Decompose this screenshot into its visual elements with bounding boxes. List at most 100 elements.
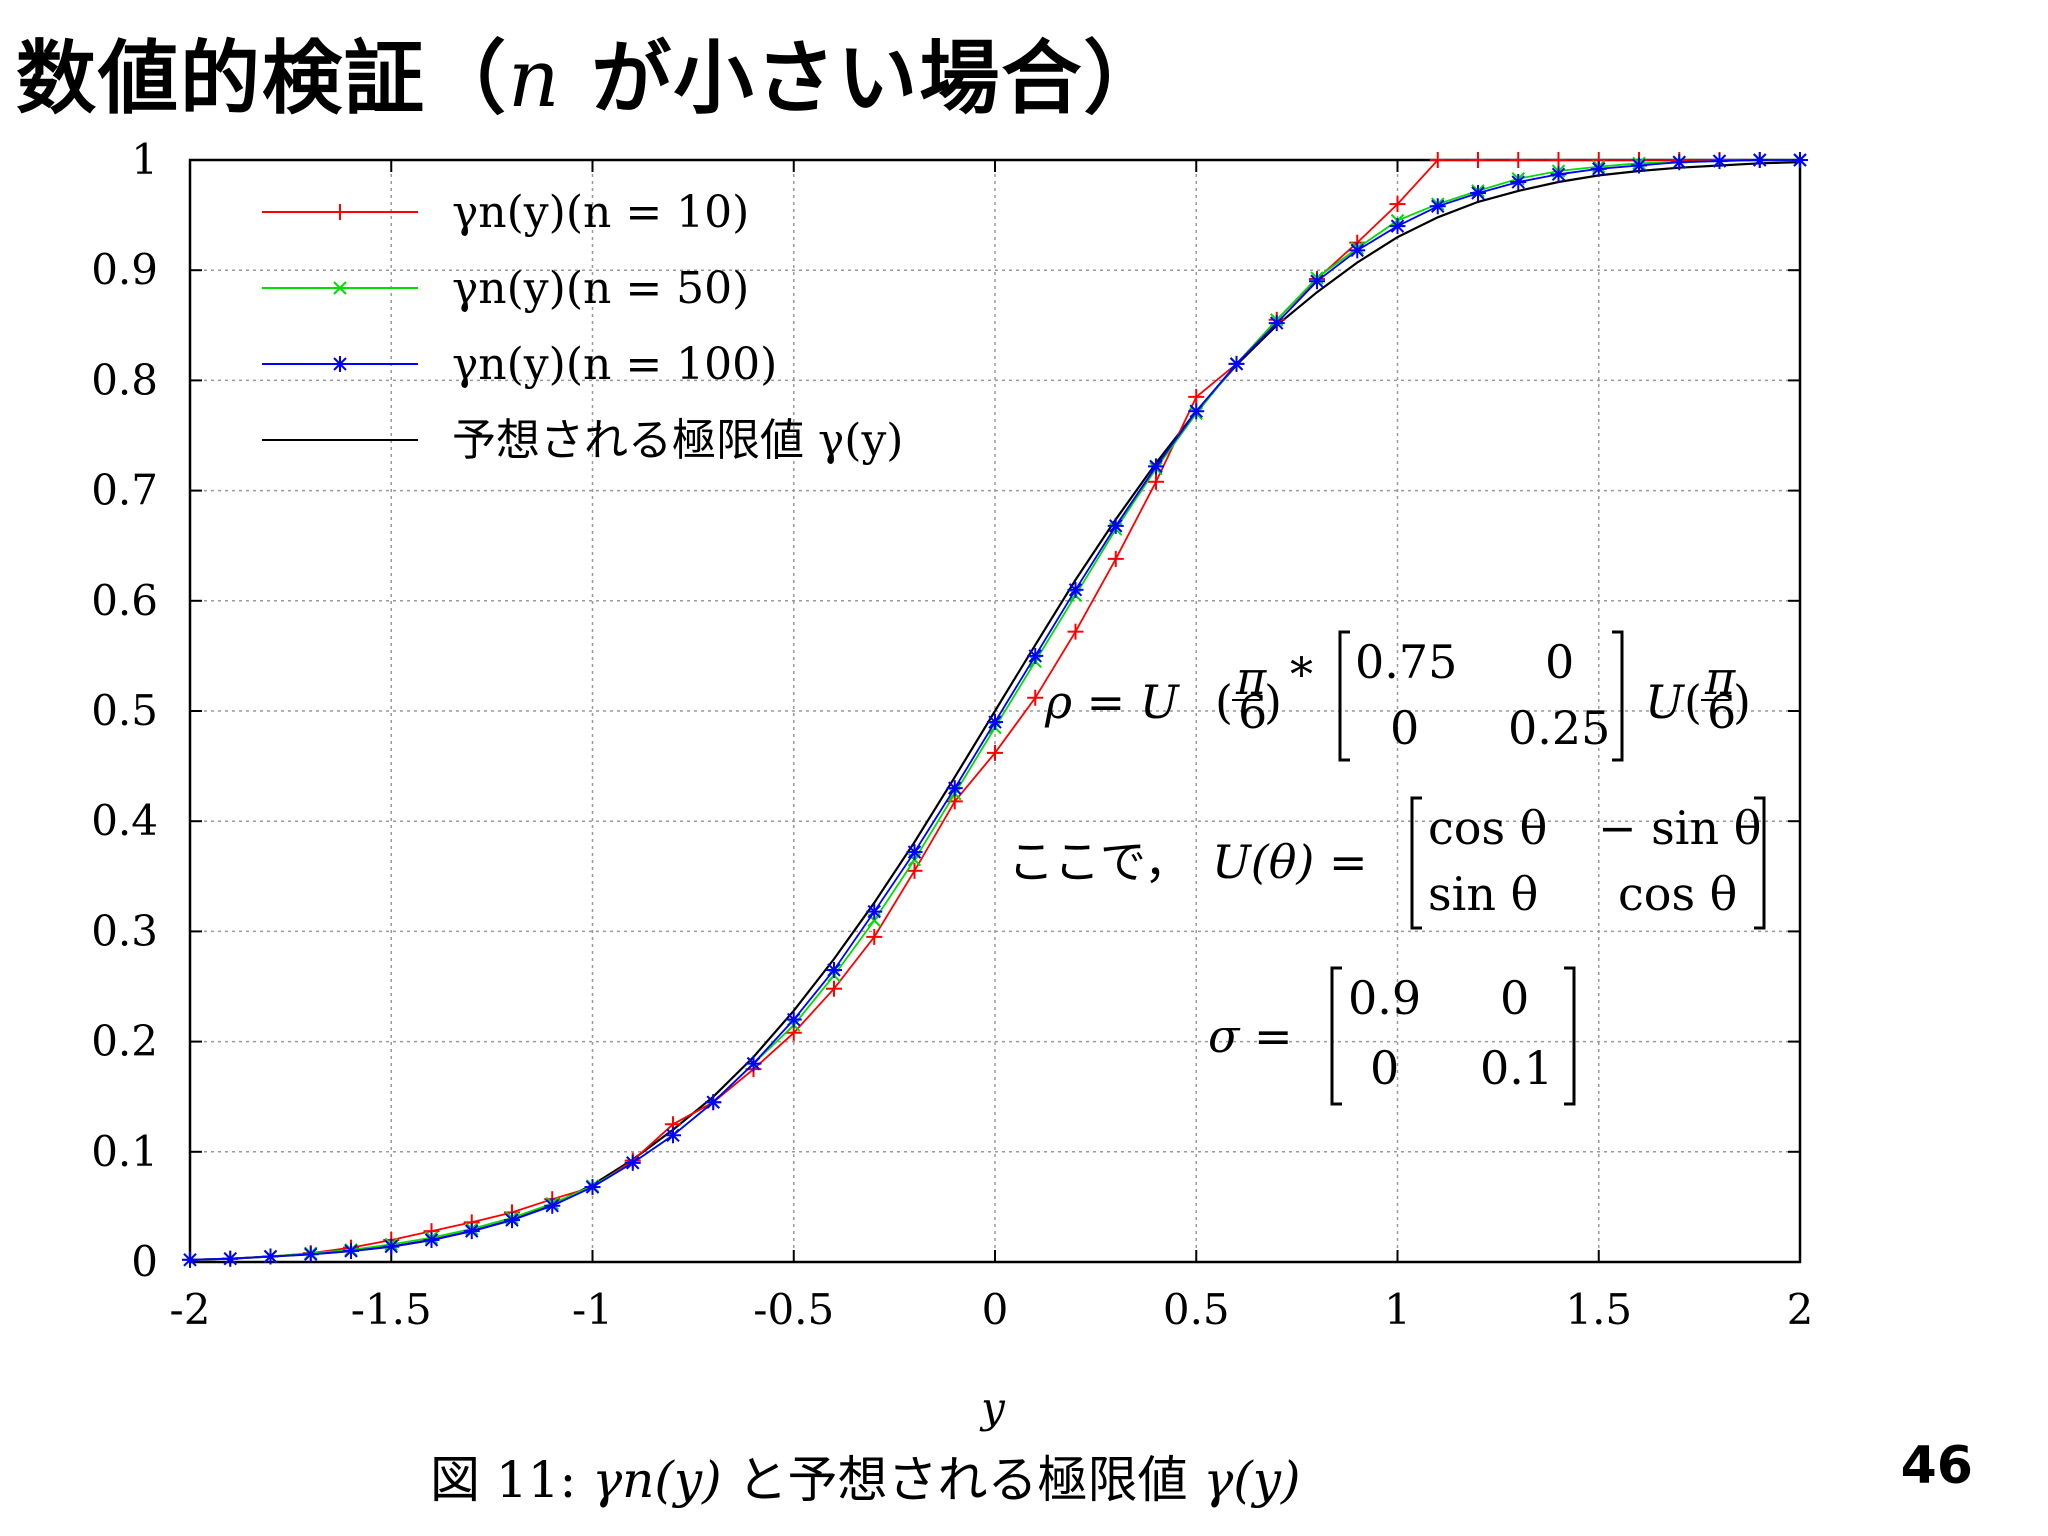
y-tick-label: 0.9 bbox=[91, 245, 158, 294]
sigma-lhs: σ = bbox=[1208, 1009, 1293, 1063]
data-point bbox=[1148, 458, 1164, 475]
legend-marker bbox=[332, 356, 348, 372]
u-prefix: ここで， bbox=[1008, 835, 1190, 889]
page-number: 46 bbox=[1900, 1436, 1973, 1496]
sigma-formula: σ = 0.9 0 0 0.1 bbox=[1208, 966, 1576, 1106]
legend-entry-1: γn(y)(n = 50) bbox=[262, 263, 749, 314]
y-tick-label: 0.3 bbox=[91, 906, 158, 955]
legend-label: 予想される極限値 γ(y) bbox=[452, 415, 903, 466]
data-point bbox=[946, 780, 963, 797]
data-point bbox=[987, 744, 1003, 761]
slide-title: 数値的検証（n が小さい場合） bbox=[16, 14, 1165, 130]
legend-label: γn(y)(n = 50) bbox=[452, 263, 749, 314]
data-point bbox=[222, 1250, 239, 1267]
y-tick-label: 0.7 bbox=[91, 466, 158, 515]
u-m11: cos θ bbox=[1428, 801, 1547, 855]
x-axis-label: y bbox=[979, 1383, 1006, 1432]
data-point bbox=[1188, 403, 1205, 420]
data-point bbox=[866, 928, 883, 945]
rho-m11: 0.75 bbox=[1355, 635, 1457, 689]
y-tick-label: 0.8 bbox=[91, 355, 158, 404]
y-tick-label: 0.1 bbox=[91, 1127, 158, 1176]
y-tick-labels: 0 0.1 0.2 0.3 0.4 0.5 0.6 0.7 0.8 0.9 1 bbox=[91, 135, 158, 1286]
data-point bbox=[1631, 157, 1647, 174]
x-tick-label: 0 bbox=[982, 1285, 1009, 1334]
legend: γn(y)(n = 10) γn(y)(n = 50) γn(y)(n = 100)… bbox=[262, 187, 903, 466]
figure-caption: 図 11: γn(y) と予想される極限値 γ(y) bbox=[430, 1440, 1301, 1512]
data-point bbox=[1107, 517, 1124, 534]
x-tick-label: 0.5 bbox=[1163, 1285, 1230, 1334]
sigma-m11: 0.9 bbox=[1348, 971, 1421, 1025]
data-point bbox=[1389, 218, 1406, 235]
data-point bbox=[1590, 160, 1607, 177]
u-m12: − sin θ bbox=[1598, 801, 1761, 855]
data-point bbox=[1550, 166, 1567, 183]
data-point bbox=[906, 862, 923, 879]
data-point bbox=[624, 1154, 641, 1171]
legend-label: γn(y)(n = 100) bbox=[452, 339, 777, 390]
data-point bbox=[1751, 152, 1768, 168]
data-series bbox=[182, 152, 1808, 1268]
sigma-m21: 0 bbox=[1370, 1041, 1399, 1095]
u-lhs: U(θ) = bbox=[1212, 835, 1368, 889]
data-point bbox=[1470, 152, 1486, 168]
data-point bbox=[1510, 174, 1527, 191]
data-point bbox=[826, 961, 842, 978]
u-m22: cos θ bbox=[1618, 867, 1737, 921]
x-tick-label: -0.5 bbox=[753, 1285, 834, 1334]
grid-lines bbox=[190, 160, 1800, 1262]
data-point bbox=[463, 1223, 480, 1240]
series-2 bbox=[182, 152, 1808, 1268]
data-point bbox=[1389, 196, 1406, 213]
caption-middle: と予想される極限値 bbox=[721, 1451, 1204, 1509]
u-formula: ここで， U(θ) = cos θ − sin θ sin θ cos θ bbox=[1008, 796, 1766, 930]
x-tick-label: 2 bbox=[1787, 1285, 1814, 1334]
rho-formula: ρ = U ( π 6 ) * 0.75 0 0 0.25 U ( π 6 ) bbox=[1044, 630, 1751, 762]
sigma-m12: 0 bbox=[1500, 971, 1529, 1025]
caption-prefix: 図 11: bbox=[430, 1451, 593, 1509]
data-point bbox=[826, 980, 842, 997]
data-point bbox=[1268, 315, 1285, 332]
u-m21: sin θ bbox=[1428, 867, 1538, 921]
y-tick-label: 0.4 bbox=[91, 796, 158, 845]
caption-math-gamma: γ(y) bbox=[1203, 1451, 1301, 1509]
data-point bbox=[1429, 152, 1446, 168]
rho-paren-close: ) bbox=[1264, 675, 1282, 729]
rho-tail-paren-close: ) bbox=[1733, 675, 1751, 729]
rho-frac-den: 6 bbox=[1238, 685, 1267, 739]
data-point bbox=[1107, 550, 1124, 567]
data-point bbox=[665, 1127, 681, 1144]
data-point bbox=[383, 1238, 400, 1255]
title-variable: n bbox=[508, 32, 562, 125]
data-point bbox=[1470, 185, 1486, 202]
data-point bbox=[1349, 242, 1366, 259]
data-point bbox=[1067, 623, 1084, 640]
rho-m22: 0.25 bbox=[1508, 701, 1610, 755]
y-tick-label: 0.2 bbox=[91, 1017, 158, 1066]
legend-entry-3: 予想される極限値 γ(y) bbox=[262, 415, 903, 466]
y-tick-label: 1 bbox=[131, 135, 158, 184]
data-point bbox=[1228, 355, 1245, 372]
rho-tail-paren-open: ( bbox=[1684, 675, 1702, 729]
rho-tail-frac-den: 6 bbox=[1707, 685, 1736, 739]
data-point bbox=[785, 1011, 802, 1028]
y-tick-label: 0.6 bbox=[91, 576, 158, 625]
data-point bbox=[1550, 152, 1567, 168]
data-point bbox=[906, 844, 923, 861]
y-tick-label: 0 bbox=[131, 1237, 158, 1286]
data-point bbox=[504, 1212, 520, 1229]
data-point bbox=[1027, 647, 1044, 664]
title-prefix: 数値的検証（ bbox=[16, 32, 508, 125]
x-tick-label: -1 bbox=[572, 1285, 613, 1334]
legend-marker bbox=[333, 281, 347, 295]
data-point bbox=[1792, 152, 1808, 168]
y-tick-label: 0.5 bbox=[91, 686, 158, 735]
x-tick-label: -1.5 bbox=[351, 1285, 432, 1334]
rho-frac-num: π bbox=[1235, 651, 1267, 705]
data-point bbox=[1309, 273, 1325, 290]
x-tick-label: 1.5 bbox=[1565, 1285, 1632, 1334]
data-point bbox=[1027, 689, 1044, 706]
legend-label: γn(y)(n = 10) bbox=[452, 187, 749, 238]
data-point bbox=[1188, 388, 1205, 405]
